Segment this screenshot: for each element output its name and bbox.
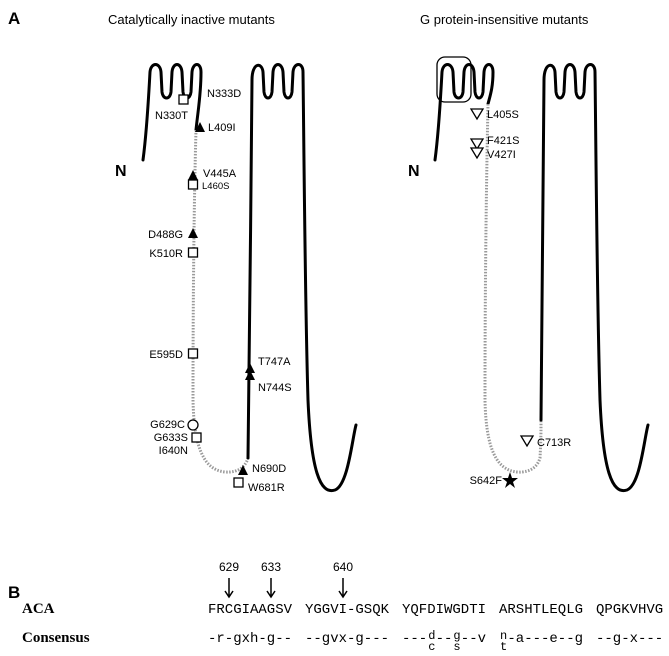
mutation-label: T747A xyxy=(258,356,291,368)
consensus-segment: --g-x--- xyxy=(596,631,663,647)
mutation-label: S642F xyxy=(470,475,503,487)
mutation-label: G633S xyxy=(154,432,188,444)
mutation-label: W681R xyxy=(248,482,285,494)
sequence-block: YQFDIWGDTI xyxy=(402,602,486,618)
consensus-segment: --gvx-g--- xyxy=(305,631,389,647)
mutation-label: N330T xyxy=(155,110,188,122)
consensus-segment: --v xyxy=(461,631,486,647)
n-terminus: N xyxy=(408,163,420,180)
row-name: Consensus xyxy=(22,630,90,646)
topology-right xyxy=(435,57,648,491)
consensus-lower: s xyxy=(453,640,460,654)
mutation-label: K510R xyxy=(149,248,183,260)
panel-title: Catalytically inactive mutants xyxy=(108,12,275,27)
mutation-label: V427I xyxy=(487,149,516,161)
consensus-segment: -r-gxh-g-- xyxy=(208,631,292,647)
row-name: ACA xyxy=(22,601,55,617)
mutation-label: F421S xyxy=(487,135,519,147)
position-label: 629 xyxy=(219,560,239,574)
markers-right xyxy=(471,109,533,488)
mutation-label: I640N xyxy=(159,445,188,457)
position-arrows xyxy=(225,578,347,597)
mutation-label: L409I xyxy=(208,122,236,134)
mutation-label: L405S xyxy=(487,109,519,121)
figure: A Catalytically inactive mutants G prote… xyxy=(0,0,669,656)
position-label: 640 xyxy=(333,560,353,574)
consensus-lower: t xyxy=(500,640,507,654)
panel-label: A xyxy=(8,9,20,28)
sequence-block: YGGVI-GSQK xyxy=(305,602,390,618)
mutation-label: V445A xyxy=(203,168,237,180)
panel-title: G protein-insensitive mutants xyxy=(420,12,589,27)
mutation-label: N333D xyxy=(207,88,241,100)
consensus-segment: -a---e--g xyxy=(507,631,583,647)
mutation-label: N690D xyxy=(252,463,286,475)
sequence-block: FRCGIAAGSV xyxy=(208,602,293,618)
position-label: 633 xyxy=(261,560,281,574)
sequence-block: ARSHTLEQLG xyxy=(499,602,583,618)
consensus-segment: -- xyxy=(436,631,453,647)
mutation-label: N744S xyxy=(258,382,292,394)
mutation-label: C713R xyxy=(537,437,571,449)
alignment: FRCGIAAGSV YGGVI-GSQK YQFDIWGDTI ARSHTLEQLG… xyxy=(208,602,663,654)
consensus-segment: --- xyxy=(402,631,427,647)
mutation-label: L460S xyxy=(202,181,229,192)
panel-label: B xyxy=(8,583,20,602)
mutation-label: D488G xyxy=(148,229,183,241)
mutation-label: E595D xyxy=(149,349,183,361)
sequence-block: QPGKVHVG xyxy=(596,602,663,618)
n-terminus: N xyxy=(115,163,127,180)
consensus-lower: c xyxy=(428,640,435,654)
mutation-label: G629C xyxy=(150,419,185,431)
